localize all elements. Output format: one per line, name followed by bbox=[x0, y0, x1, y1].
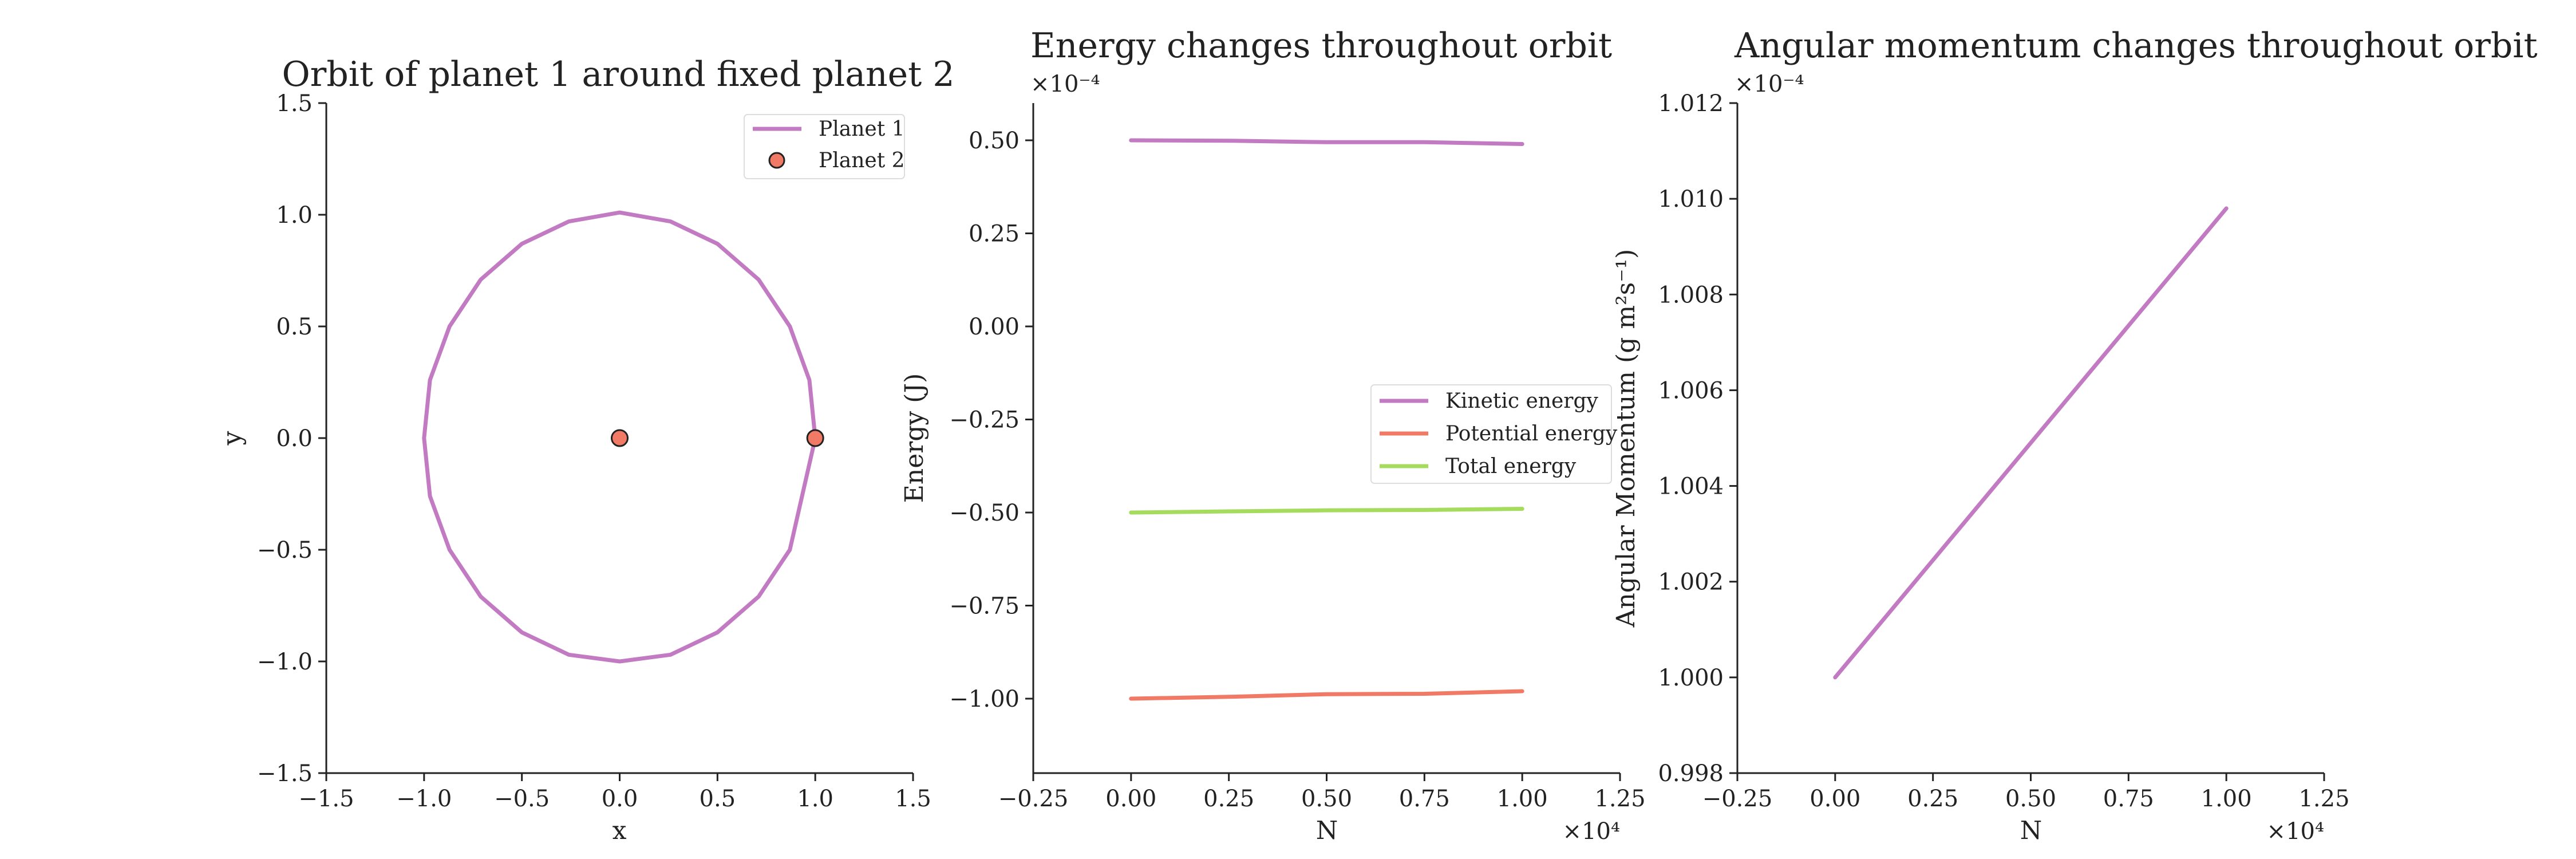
angular-momentum-y-tick-label: 1.010 bbox=[1658, 186, 1724, 212]
orbit-x-tick-label: 0.5 bbox=[700, 786, 736, 812]
energy-plot-area bbox=[1129, 138, 1524, 701]
energy-y-tick-label: −1.00 bbox=[949, 686, 1020, 712]
orbit-y-tick-label: −1.0 bbox=[257, 649, 313, 675]
energy-x-tick-label: 1.00 bbox=[1497, 786, 1548, 812]
angular-momentum-y-tick-label: 0.998 bbox=[1658, 761, 1724, 787]
energy-x-tick-label: 1.25 bbox=[1594, 786, 1645, 812]
orbit-legend-label-planet-2: Planet 2 bbox=[819, 149, 905, 172]
energy-legend-label-kinetic: Kinetic energy bbox=[1445, 389, 1599, 413]
energy-legend-label-potential: Potential energy bbox=[1445, 422, 1618, 446]
energy-y-axis-label: Energy (J) bbox=[900, 373, 929, 503]
orbit-point-planet-2 bbox=[806, 429, 824, 447]
angular-momentum-x-tick-label: 1.25 bbox=[2298, 786, 2349, 812]
energy-panel: Energy changes throughout orbit ×10⁻⁴ −0… bbox=[900, 26, 1646, 845]
orbit-y-tick-label: −1.5 bbox=[257, 761, 313, 787]
energy-y-ticks: −1.00 −0.75 −0.50 −0.25 0.00 0.25 0.50 bbox=[949, 128, 1033, 712]
energy-legend-label-total: Total energy bbox=[1445, 455, 1577, 478]
orbit-x-tick-label: 0.0 bbox=[602, 786, 638, 812]
orbit-x-tick-label: −1.5 bbox=[298, 786, 354, 812]
orbit-point-planet-2 bbox=[611, 429, 629, 447]
angular-momentum-y-tick-label: 1.000 bbox=[1658, 665, 1724, 691]
angular-momentum-line-series-0 bbox=[1833, 206, 2229, 680]
energy-line-total-energy bbox=[1129, 507, 1524, 515]
orbit-x-ticks: −1.5 −1.0 −0.5 0.0 0.5 1.0 1.5 bbox=[298, 773, 931, 812]
energy-y-tick-label: 0.25 bbox=[969, 221, 1020, 247]
angular-momentum-y-multiplier: ×10⁻⁴ bbox=[1735, 71, 1804, 97]
orbit-y-tick-label: 0.5 bbox=[276, 314, 313, 340]
angular-momentum-x-ticks: −0.25 0.00 0.25 0.50 0.75 1.00 1.25 bbox=[1702, 773, 2350, 812]
angular-momentum-x-axis-label: N bbox=[2020, 816, 2042, 845]
energy-x-tick-label: 0.25 bbox=[1203, 786, 1254, 812]
orbit-line-planet-1 bbox=[422, 210, 817, 664]
angular-momentum-x-tick-label: 0.00 bbox=[1809, 786, 1860, 812]
angular-momentum-title: Angular momentum changes throughout orbi… bbox=[1734, 26, 2538, 66]
energy-legend: Kinetic energy Potential energy Total en… bbox=[1370, 384, 1618, 484]
angular-momentum-y-ticks: 0.998 1.000 1.002 1.004 1.006 1.008 1.010 1.012 bbox=[1658, 90, 1737, 787]
energy-x-tick-label: 0.00 bbox=[1105, 786, 1156, 812]
orbit-x-tick-label: −0.5 bbox=[494, 786, 550, 812]
energy-y-multiplier: ×10⁻⁴ bbox=[1030, 71, 1100, 97]
angular-momentum-panel: Angular momentum changes throughout orbi… bbox=[1611, 26, 2538, 845]
energy-x-ticks: −0.25 0.00 0.25 0.50 0.75 1.00 1.25 bbox=[998, 773, 1646, 812]
angular-momentum-x-tick-label: 0.75 bbox=[2103, 786, 2154, 812]
energy-title: Energy changes throughout orbit bbox=[1030, 26, 1612, 66]
angular-momentum-y-tick-label: 1.002 bbox=[1658, 569, 1724, 596]
angular-momentum-y-axis-label: Angular Momentum (g m²s⁻¹) bbox=[1611, 249, 1641, 628]
energy-y-tick-label: −0.25 bbox=[949, 407, 1020, 434]
angular-momentum-y-tick-label: 1.006 bbox=[1658, 377, 1724, 404]
energy-y-tick-label: 0.50 bbox=[969, 128, 1020, 154]
energy-x-tick-label: 0.50 bbox=[1301, 786, 1352, 812]
angular-momentum-x-tick-label: −0.25 bbox=[1702, 786, 1773, 812]
orbit-legend: Planet 1 Planet 2 bbox=[744, 114, 905, 179]
orbit-y-ticks: −1.5 −1.0 −0.5 0.0 0.5 1.0 1.5 bbox=[257, 90, 326, 787]
energy-y-tick-label: −0.50 bbox=[949, 500, 1020, 526]
orbit-legend-swatch-planet-2 bbox=[768, 152, 785, 169]
orbit-x-tick-label: 1.0 bbox=[797, 786, 833, 812]
orbit-y-tick-label: 1.5 bbox=[276, 90, 313, 117]
energy-legend-frame bbox=[1370, 384, 1612, 484]
angular-momentum-y-tick-label: 1.004 bbox=[1658, 474, 1724, 500]
orbit-plot-area bbox=[422, 210, 824, 664]
orbit-y-tick-label: 1.0 bbox=[276, 202, 313, 228]
angular-momentum-y-tick-label: 1.008 bbox=[1658, 282, 1724, 308]
energy-x-tick-label: 0.75 bbox=[1399, 786, 1450, 812]
energy-line-potential-energy bbox=[1129, 689, 1524, 701]
energy-x-multiplier: ×10⁴ bbox=[1563, 818, 1620, 845]
energy-line-kinetic-energy bbox=[1129, 138, 1524, 146]
angular-momentum-x-tick-label: 0.25 bbox=[1907, 786, 1958, 812]
orbit-y-axis-label: y bbox=[218, 431, 247, 446]
orbit-x-tick-label: 1.5 bbox=[895, 786, 931, 812]
orbit-y-tick-label: 0.0 bbox=[276, 425, 313, 452]
angular-momentum-y-tick-label: 1.012 bbox=[1658, 90, 1724, 117]
angular-momentum-x-multiplier: ×10⁴ bbox=[2267, 818, 2324, 845]
angular-momentum-x-tick-label: 1.00 bbox=[2201, 786, 2252, 812]
orbit-legend-label-planet-1: Planet 1 bbox=[819, 117, 905, 141]
energy-x-tick-label: −0.25 bbox=[998, 786, 1069, 812]
energy-x-axis-label: N bbox=[1316, 816, 1338, 845]
orbit-panel: Orbit of planet 1 around fixed planet 2 … bbox=[218, 54, 955, 845]
orbit-title: Orbit of planet 1 around fixed planet 2 bbox=[282, 54, 954, 94]
energy-y-tick-label: 0.00 bbox=[969, 314, 1020, 340]
orbit-y-tick-label: −0.5 bbox=[257, 537, 313, 564]
orbit-x-axis-label: x bbox=[613, 816, 627, 845]
energy-y-tick-label: −0.75 bbox=[949, 593, 1020, 620]
orbit-x-tick-label: −1.0 bbox=[396, 786, 452, 812]
angular-momentum-plot-area bbox=[1833, 206, 2229, 680]
angular-momentum-x-tick-label: 0.50 bbox=[2005, 786, 2056, 812]
